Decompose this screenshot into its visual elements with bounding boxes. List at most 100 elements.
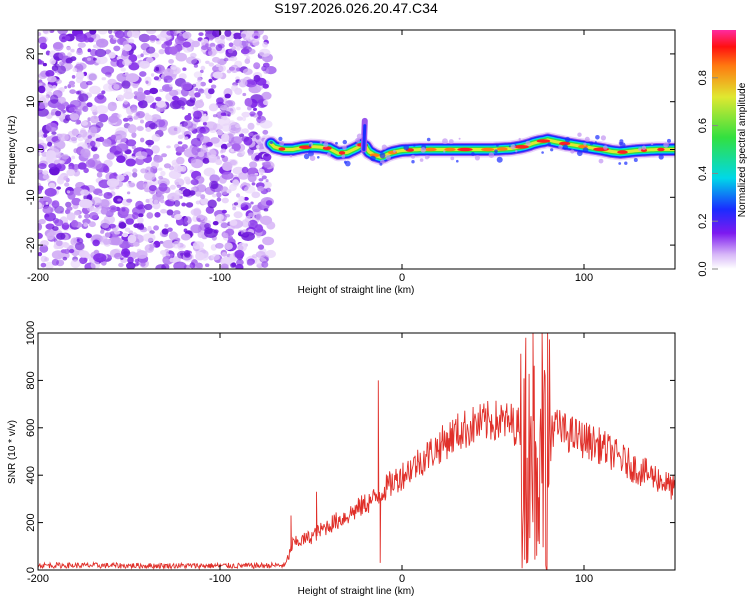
noise-blob xyxy=(232,32,243,40)
noise-blob xyxy=(128,117,134,122)
noise-blob xyxy=(116,94,125,102)
ridge-scatter xyxy=(309,155,316,161)
noise-blob xyxy=(220,186,229,195)
noise-blob xyxy=(175,146,185,153)
noise-blob xyxy=(238,196,245,202)
noise-blob xyxy=(67,52,72,57)
noise-blob xyxy=(238,172,249,180)
noise-blob xyxy=(54,140,66,150)
noise-blob xyxy=(132,252,140,258)
ridge-scatter xyxy=(494,149,498,153)
noise-blob xyxy=(220,222,228,229)
noise-blob xyxy=(123,44,132,52)
noise-blob xyxy=(44,187,57,197)
noise-blob xyxy=(190,158,196,164)
noise-blob xyxy=(180,81,193,91)
noise-blob xyxy=(101,90,106,95)
noise-blob xyxy=(240,202,252,210)
noise-blob xyxy=(38,185,44,191)
noise-blob xyxy=(263,99,269,106)
ridge-scatter xyxy=(419,158,424,162)
ridge-scatter xyxy=(564,136,571,143)
noise-blob xyxy=(163,68,174,76)
noise-blob xyxy=(54,63,60,68)
noise-blob xyxy=(190,137,202,147)
noise-blob xyxy=(125,139,137,147)
noise-blob xyxy=(205,43,209,48)
noise-blob xyxy=(254,224,264,233)
colorbar-gradient xyxy=(712,30,736,269)
noise-blob xyxy=(200,128,207,133)
noise-blob xyxy=(261,175,267,180)
noise-blob xyxy=(52,226,59,231)
noise-blob xyxy=(94,55,108,65)
noise-blob xyxy=(221,252,227,257)
ridge-scatter xyxy=(393,149,396,153)
noise-blob xyxy=(206,46,212,52)
noise-blob xyxy=(220,148,226,153)
noise-blob xyxy=(48,163,57,169)
noise-blob xyxy=(197,77,202,82)
noise-blob xyxy=(222,232,229,238)
noise-blob xyxy=(89,126,98,136)
noise-blob xyxy=(70,48,75,53)
noise-blob xyxy=(261,91,272,100)
noise-blob xyxy=(253,107,257,111)
noise-blob xyxy=(45,150,57,159)
noise-blob xyxy=(38,104,46,110)
noise-blob xyxy=(50,94,59,104)
noise-blob xyxy=(224,93,231,99)
noise-blob xyxy=(194,100,205,109)
noise-blob xyxy=(207,199,217,209)
noise-blob xyxy=(210,137,220,144)
ridge-scatter xyxy=(594,141,597,144)
noise-blob xyxy=(136,125,144,132)
noise-blob xyxy=(195,200,201,205)
noise-blob xyxy=(38,163,47,170)
noise-blob xyxy=(192,262,203,269)
noise-blob xyxy=(232,206,237,211)
ridge-scatter xyxy=(471,152,475,156)
noise-blob xyxy=(229,219,238,226)
noise-blob xyxy=(216,129,223,136)
noise-blob xyxy=(71,155,76,160)
noise-blob xyxy=(177,134,184,139)
noise-blob xyxy=(145,80,149,84)
noise-blob xyxy=(77,42,86,48)
noise-blob xyxy=(176,30,182,34)
noise-blob xyxy=(57,65,66,74)
noise-blob xyxy=(227,236,234,241)
noise-blob xyxy=(241,151,246,155)
noise-blob xyxy=(122,117,129,122)
snr-ytick-label: 0 xyxy=(25,567,37,573)
noise-blob xyxy=(200,147,209,153)
noise-blob xyxy=(182,41,191,48)
noise-blob xyxy=(54,219,64,227)
noise-blob xyxy=(244,97,253,107)
noise-blob xyxy=(254,35,259,39)
noise-blob xyxy=(57,133,69,142)
noise-blob xyxy=(169,257,175,263)
ridge-scatter xyxy=(658,154,664,160)
noise-blob xyxy=(174,214,183,220)
noise-blob xyxy=(124,227,131,232)
noise-blob xyxy=(240,183,244,187)
noise-blob xyxy=(251,191,261,199)
ridge-scatter xyxy=(456,159,459,163)
noise-blob xyxy=(149,52,160,59)
noise-blob xyxy=(264,167,268,172)
noise-blob xyxy=(104,232,111,238)
noise-blob xyxy=(258,178,264,182)
noise-blob xyxy=(195,81,202,89)
noise-blob xyxy=(55,110,62,117)
noise-blob xyxy=(51,231,57,236)
noise-blob xyxy=(166,145,171,149)
noise-blob xyxy=(200,65,206,71)
noise-blob xyxy=(132,241,140,247)
noise-blob xyxy=(209,174,220,183)
noise-blob xyxy=(161,43,167,49)
noise-blob xyxy=(90,104,98,113)
ridge-scatter xyxy=(641,145,647,150)
